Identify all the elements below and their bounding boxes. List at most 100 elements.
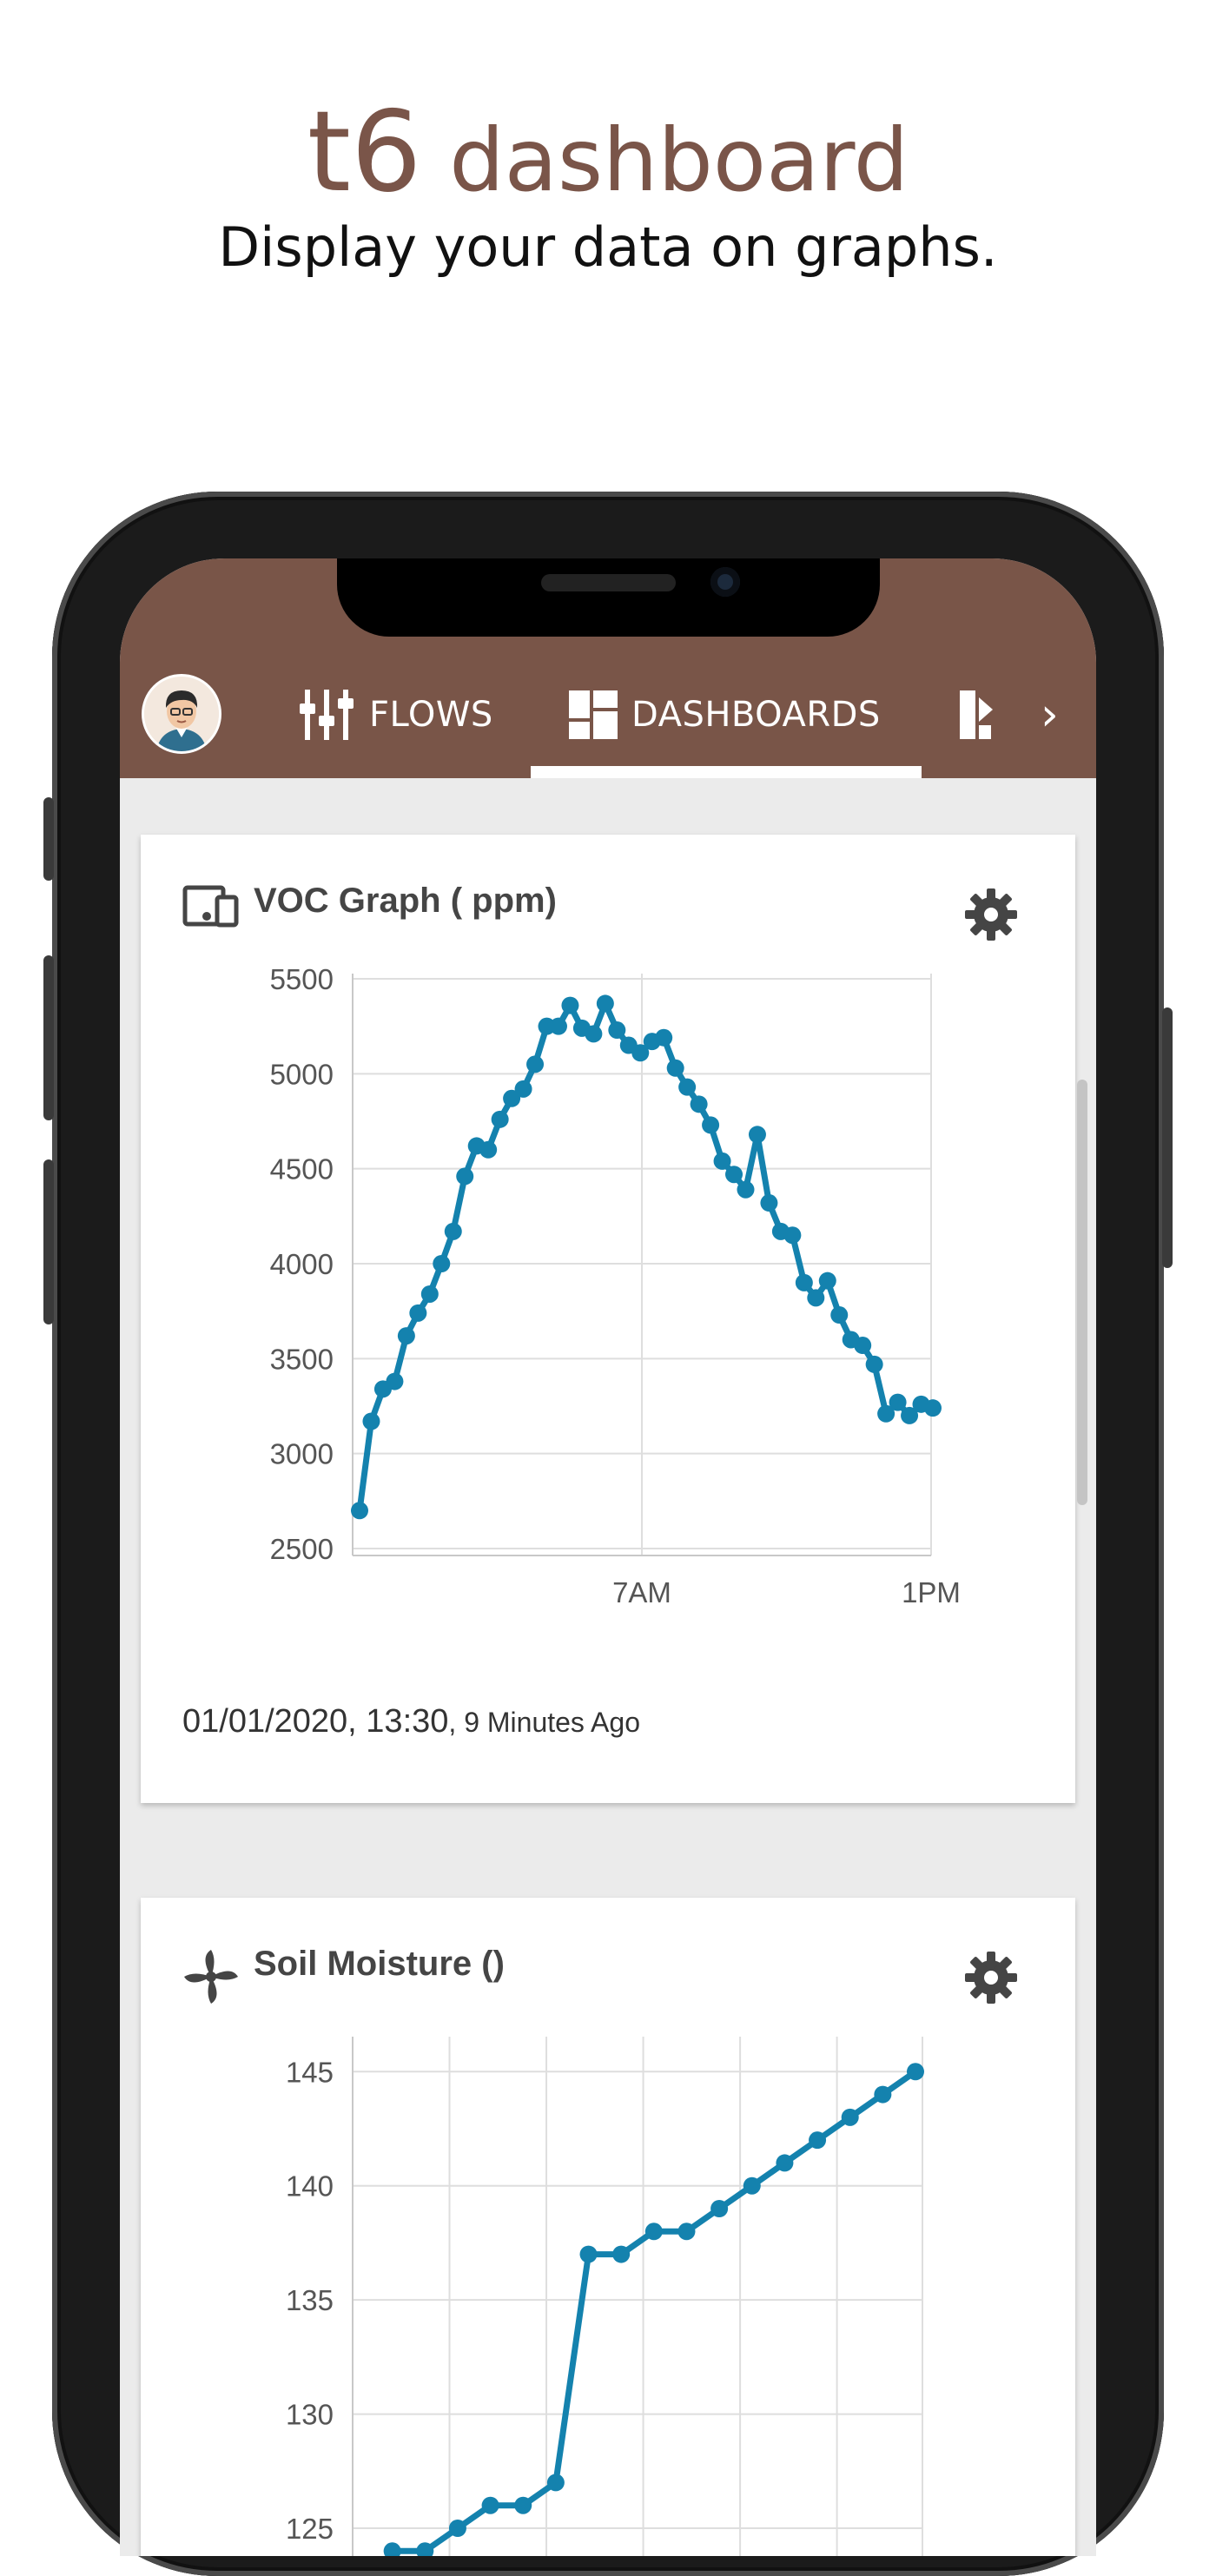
data-point: [818, 1271, 836, 1290]
data-point: [713, 1152, 731, 1170]
data-point: [514, 2496, 532, 2514]
voc-graph-card: VOC Graph ( ppm) 2500 3000 3500 4000 4500 500…: [141, 835, 1075, 1803]
data-point: [420, 1285, 439, 1303]
last-update-date: 01/01/2020, 13:30: [182, 1703, 449, 1740]
data-point: [383, 2542, 401, 2556]
data-point: [830, 1306, 849, 1324]
y-tick-label: 3500: [270, 1343, 334, 1375]
y-tick-label: 3000: [270, 1438, 334, 1470]
x-tick-label: 1PM: [902, 1576, 961, 1608]
data-point: [841, 2108, 859, 2126]
data-point: [612, 2245, 631, 2263]
data-point: [710, 2200, 729, 2217]
data-point: [877, 1404, 895, 1423]
data-point: [889, 1393, 907, 1411]
data-point: [409, 1304, 427, 1322]
data-point: [743, 2176, 761, 2195]
data-point: [760, 1194, 778, 1212]
y-tick-label: 4000: [270, 1248, 334, 1280]
data-point: [481, 2496, 499, 2514]
card-title: Soil Moisture (): [254, 1945, 505, 1983]
data-point: [362, 1412, 380, 1430]
data-point: [386, 1372, 404, 1390]
y-tick-label: 5000: [270, 1058, 334, 1090]
avatar[interactable]: [142, 674, 221, 754]
tab-flows-label: FLOWS: [369, 695, 493, 735]
data-point: [783, 1226, 802, 1245]
data-point: [631, 1044, 650, 1062]
phone-camera: [710, 567, 740, 597]
series-line: [387, 2069, 918, 2556]
data-point: [433, 1255, 451, 1272]
card-title: VOC Graph ( ppm): [254, 882, 557, 920]
phone-speaker: [541, 574, 676, 591]
y-tick-label: 5500: [270, 963, 334, 995]
data-point: [907, 2063, 924, 2081]
fan-icon: [182, 1948, 240, 2010]
gear-icon[interactable]: [963, 1950, 1019, 2010]
chevron-right-icon[interactable]: ›: [1041, 689, 1059, 741]
tab-dashboards[interactable]: DASHBOARDS: [569, 689, 881, 741]
data-point: [725, 1166, 743, 1184]
soil-moisture-card: Soil Moisture () 120125130135140145: [141, 1898, 1075, 2556]
tab-dashboards-label: DASHBOARDS: [631, 695, 881, 735]
avatar-image: [144, 677, 219, 751]
data-point: [351, 1502, 368, 1520]
phone-volume-down: [43, 1159, 54, 1324]
data-point: [479, 1140, 498, 1159]
data-point: [807, 1289, 825, 1307]
data-point: [456, 1167, 474, 1186]
data-point: [690, 1095, 708, 1113]
page-subtitle: Display your data on graphs.: [218, 215, 998, 279]
tab-flows[interactable]: FLOWS: [298, 689, 493, 741]
last-update: 01/01/2020, 13:30, 9 Minutes Ago: [182, 1703, 640, 1740]
brand-name: t6: [307, 88, 422, 217]
data-point: [702, 1116, 720, 1134]
phone-screen: FLOWS DASHBOARDS: [120, 558, 1096, 2556]
data-point: [737, 1180, 755, 1199]
x-tick-label: 7AM: [612, 1576, 671, 1608]
data-point: [854, 1337, 872, 1355]
data-point: [748, 1126, 766, 1144]
tab-snippets[interactable]: [960, 689, 1008, 741]
data-point: [795, 1273, 813, 1291]
scrollbar[interactable]: [1077, 1080, 1087, 1505]
data-point: [514, 1080, 532, 1098]
soil-moisture-line-chart: 120125130135140145: [286, 2037, 924, 2556]
phone-volume-up: [43, 955, 54, 1120]
data-point: [561, 996, 579, 1014]
data-point: [608, 1021, 626, 1040]
y-tick-label: 2500: [270, 1533, 334, 1565]
data-point: [503, 1089, 521, 1107]
data-point: [491, 1110, 509, 1128]
phone-mute-switch: [43, 797, 54, 881]
voc-line-chart: 2500 3000 3500 4000 4500 5000 5500 7AM 1PM: [270, 963, 961, 1608]
data-point: [874, 2085, 892, 2104]
y-tick-label: 140: [286, 2170, 334, 2203]
data-point: [397, 1327, 415, 1345]
data-point: [579, 2245, 598, 2263]
data-point: [448, 2520, 466, 2537]
active-tab-indicator: [531, 766, 922, 778]
data-point: [901, 1406, 919, 1424]
data-point: [585, 1025, 603, 1043]
data-point: [596, 994, 614, 1013]
data-point: [644, 2223, 663, 2241]
devices-icon: [182, 885, 240, 933]
data-point: [549, 1017, 567, 1035]
data-point: [865, 1355, 883, 1373]
data-point: [444, 1222, 462, 1240]
data-point: [655, 1028, 673, 1047]
data-point: [776, 2154, 794, 2172]
data-point: [678, 1078, 697, 1096]
snippets-icon: [960, 690, 995, 739]
phone-power-button: [1162, 1007, 1173, 1268]
y-tick-label: 135: [286, 2284, 334, 2316]
page-heading: t6 dashboard: [0, 97, 1216, 208]
y-tick-label: 145: [286, 2056, 334, 2088]
gear-icon[interactable]: [963, 887, 1019, 947]
data-point: [546, 2474, 565, 2492]
heading-rest: dashboard: [421, 109, 909, 211]
y-tick-label: 4500: [270, 1153, 334, 1186]
data-point: [666, 1059, 684, 1077]
